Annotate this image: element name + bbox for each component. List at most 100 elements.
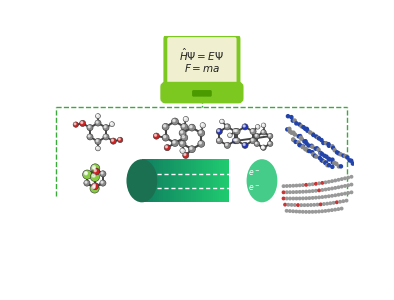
Circle shape: [292, 197, 294, 200]
Circle shape: [181, 149, 183, 151]
Circle shape: [87, 124, 93, 131]
Circle shape: [110, 122, 114, 127]
Circle shape: [184, 154, 186, 155]
Circle shape: [315, 135, 318, 138]
Circle shape: [235, 130, 237, 132]
Circle shape: [304, 140, 307, 143]
Circle shape: [331, 195, 333, 197]
Circle shape: [323, 154, 326, 157]
Circle shape: [292, 138, 295, 141]
Circle shape: [73, 122, 78, 127]
Circle shape: [101, 181, 103, 183]
Bar: [191, 159, 194, 202]
Circle shape: [321, 210, 323, 212]
Circle shape: [295, 197, 298, 200]
Circle shape: [188, 124, 195, 131]
Circle shape: [83, 170, 92, 179]
Circle shape: [92, 174, 95, 177]
Circle shape: [261, 145, 266, 150]
Circle shape: [286, 128, 289, 131]
Circle shape: [323, 203, 325, 205]
Bar: [187, 159, 190, 202]
Circle shape: [300, 125, 303, 128]
Circle shape: [318, 182, 320, 184]
Circle shape: [261, 130, 266, 135]
Circle shape: [320, 152, 323, 155]
Circle shape: [232, 128, 238, 135]
Circle shape: [335, 162, 338, 165]
Circle shape: [312, 134, 315, 136]
Circle shape: [342, 200, 344, 203]
Circle shape: [312, 153, 315, 156]
Circle shape: [314, 147, 317, 150]
Bar: [215, 159, 218, 202]
Circle shape: [286, 191, 288, 194]
Circle shape: [262, 124, 264, 125]
Circle shape: [315, 190, 317, 192]
Circle shape: [179, 140, 186, 147]
Circle shape: [190, 147, 192, 149]
Circle shape: [315, 183, 317, 185]
Circle shape: [224, 124, 230, 130]
Circle shape: [96, 121, 98, 123]
Ellipse shape: [126, 159, 157, 202]
Circle shape: [290, 131, 293, 134]
Bar: [146, 159, 149, 202]
Circle shape: [254, 141, 260, 146]
Circle shape: [324, 142, 327, 145]
Bar: [172, 159, 175, 202]
Circle shape: [307, 204, 309, 206]
Circle shape: [305, 142, 308, 145]
Circle shape: [310, 144, 313, 147]
Bar: [177, 159, 179, 202]
Circle shape: [331, 165, 334, 168]
Circle shape: [300, 138, 303, 141]
Circle shape: [337, 178, 340, 181]
Circle shape: [303, 140, 306, 143]
Circle shape: [269, 142, 270, 144]
Circle shape: [228, 133, 232, 138]
Circle shape: [313, 154, 316, 157]
Circle shape: [234, 139, 236, 141]
Bar: [198, 159, 201, 202]
Circle shape: [250, 128, 256, 135]
Bar: [142, 159, 262, 202]
Circle shape: [298, 144, 301, 147]
Circle shape: [340, 178, 343, 180]
Circle shape: [251, 130, 253, 132]
Circle shape: [315, 196, 317, 199]
Circle shape: [80, 120, 86, 127]
Circle shape: [164, 125, 166, 127]
Bar: [151, 159, 153, 202]
Circle shape: [190, 126, 192, 128]
Circle shape: [328, 158, 331, 161]
Circle shape: [293, 119, 296, 122]
Circle shape: [311, 183, 314, 185]
Circle shape: [329, 202, 332, 205]
Circle shape: [350, 159, 353, 162]
Circle shape: [304, 127, 307, 130]
Circle shape: [294, 204, 296, 206]
Circle shape: [321, 189, 323, 191]
Circle shape: [180, 131, 183, 133]
Circle shape: [308, 149, 311, 152]
Circle shape: [308, 183, 310, 186]
Circle shape: [243, 125, 245, 127]
Circle shape: [290, 204, 293, 206]
Circle shape: [100, 180, 106, 186]
Circle shape: [162, 123, 169, 130]
Circle shape: [93, 186, 95, 188]
Circle shape: [173, 119, 175, 122]
Circle shape: [302, 126, 305, 129]
Circle shape: [347, 176, 349, 179]
Circle shape: [183, 116, 189, 122]
Circle shape: [286, 185, 288, 187]
Circle shape: [324, 181, 327, 184]
Circle shape: [93, 184, 95, 186]
Circle shape: [298, 143, 301, 146]
Circle shape: [337, 165, 340, 168]
Circle shape: [311, 132, 314, 136]
Circle shape: [317, 148, 320, 151]
Circle shape: [92, 184, 98, 191]
Circle shape: [299, 136, 302, 139]
